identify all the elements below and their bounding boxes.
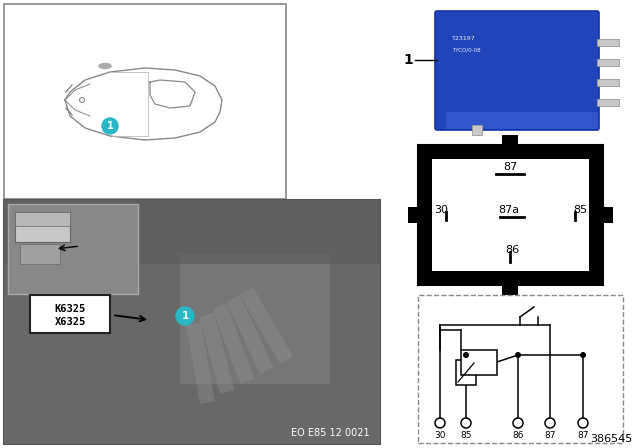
Text: K6325: K6325 [54, 304, 86, 314]
Bar [597, 59, 619, 66]
Text: 85: 85 [460, 431, 472, 439]
Bar [597, 99, 619, 106]
Bar [418, 295, 623, 443]
Text: 1: 1 [107, 121, 113, 131]
Bar [597, 79, 619, 86]
Text: X6325: X6325 [54, 317, 86, 327]
Bar [597, 39, 619, 46]
Bar [4, 200, 380, 264]
Circle shape [513, 418, 523, 428]
Circle shape [578, 418, 588, 428]
Text: 1: 1 [403, 53, 413, 67]
Bar [472, 125, 482, 135]
Circle shape [102, 118, 118, 134]
Circle shape [435, 418, 445, 428]
FancyBboxPatch shape [446, 112, 598, 129]
Bar [461, 350, 497, 375]
Bar [186, 323, 215, 404]
Bar [456, 360, 476, 385]
Bar [418, 145, 603, 285]
Text: 87: 87 [577, 431, 589, 439]
Bar [4, 4, 286, 199]
Bar [8, 204, 138, 294]
Bar [4, 200, 380, 444]
Bar [603, 207, 613, 223]
Text: 87a: 87a [498, 205, 519, 215]
Text: TYCO/0-08: TYCO/0-08 [452, 47, 481, 52]
Bar [15, 212, 70, 226]
Circle shape [515, 352, 521, 358]
Bar [20, 244, 60, 264]
Text: 86: 86 [505, 245, 519, 255]
Text: 30: 30 [434, 205, 448, 215]
Text: 86: 86 [512, 431, 524, 439]
Bar [4, 200, 380, 444]
Text: 85: 85 [573, 205, 587, 215]
Bar [30, 295, 110, 333]
Bar [240, 287, 293, 364]
Bar [432, 159, 589, 271]
Text: 30: 30 [435, 431, 445, 439]
Text: 87: 87 [503, 162, 517, 172]
Text: 1: 1 [181, 311, 189, 321]
Bar [408, 207, 418, 223]
Bar [15, 212, 70, 242]
FancyBboxPatch shape [435, 11, 599, 130]
Circle shape [176, 307, 194, 325]
Text: T23197: T23197 [452, 35, 476, 40]
Circle shape [461, 418, 471, 428]
Bar [180, 254, 330, 384]
Ellipse shape [99, 64, 111, 69]
Bar [226, 295, 273, 374]
Circle shape [580, 352, 586, 358]
Bar [212, 304, 254, 384]
Text: 87: 87 [544, 431, 556, 439]
Text: EO E85 12 0021: EO E85 12 0021 [291, 428, 370, 438]
Text: 386545: 386545 [589, 434, 632, 444]
Bar [199, 313, 234, 394]
Circle shape [463, 352, 469, 358]
Bar [502, 285, 518, 295]
Circle shape [545, 418, 555, 428]
Bar [502, 135, 518, 145]
